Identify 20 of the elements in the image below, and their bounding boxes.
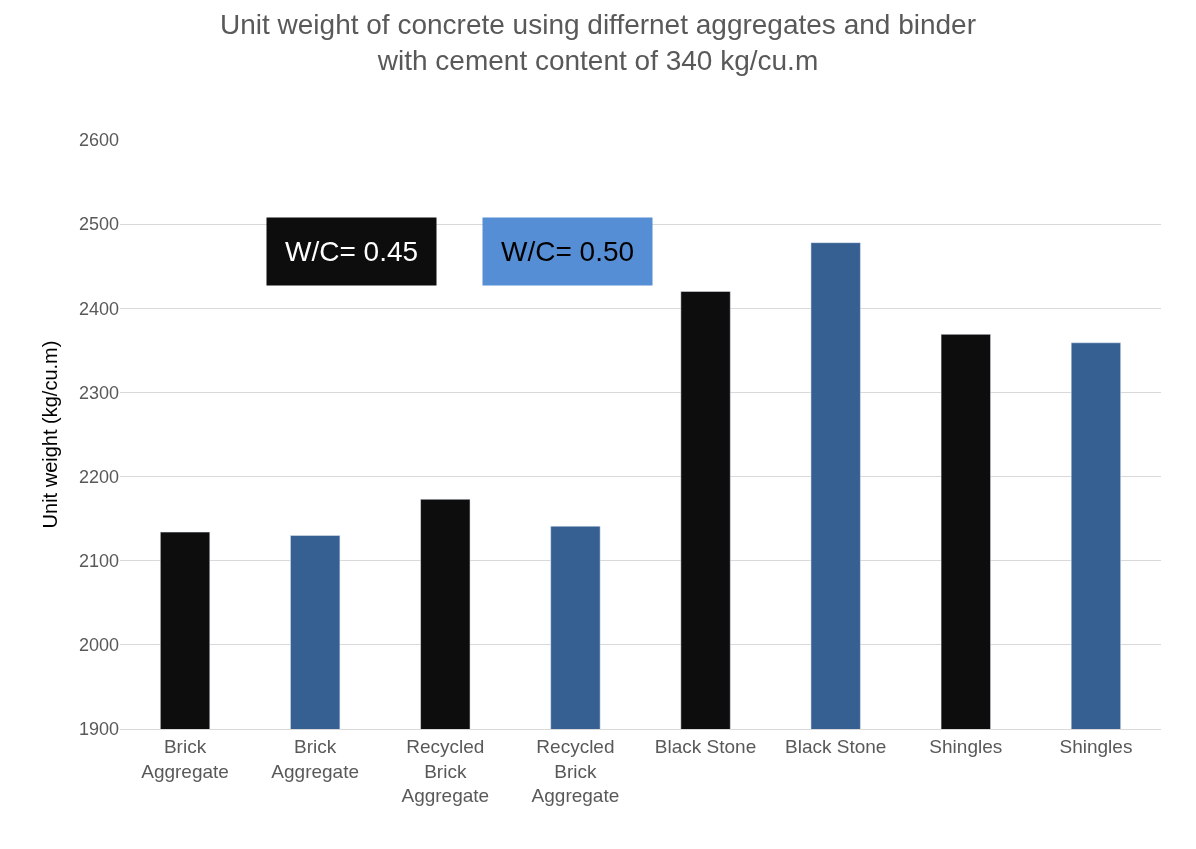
annotation: W/C= 0.50 bbox=[501, 236, 635, 267]
y-tick-label: 2600 bbox=[78, 130, 119, 151]
x-tick-label: Recycled Brick Aggregate bbox=[531, 735, 620, 807]
chart-title: Unit weight of concrete using differnet aggregates and binder with cement content of 340 kg/cu.m bbox=[220, 8, 976, 77]
x-tick-label: Black Stone bbox=[654, 735, 757, 757]
y-axis-title: Unit weight (kg/cu.m) bbox=[39, 340, 62, 529]
x-tick-label: Recycled Brick Aggregate bbox=[401, 735, 490, 807]
x-tick-label: Shingles bbox=[1059, 735, 1133, 757]
x-tick-label: Brick Aggregate bbox=[271, 735, 360, 782]
annotation: W/C= 0.45 bbox=[285, 236, 419, 267]
y-tick-label: 1900 bbox=[78, 719, 119, 740]
y-tick-label: 2400 bbox=[78, 298, 119, 319]
y-tick-label: 2100 bbox=[78, 551, 119, 572]
y-tick-label: 2500 bbox=[78, 214, 119, 235]
y-tick-label: 2000 bbox=[78, 635, 119, 656]
x-tick-label: Black Stone bbox=[784, 735, 887, 757]
y-tick-label: 2200 bbox=[78, 466, 119, 487]
y-tick-label: 2300 bbox=[78, 382, 119, 403]
x-tick-label: Shingles bbox=[929, 735, 1003, 757]
x-tick-label: Brick Aggregate bbox=[141, 735, 229, 782]
